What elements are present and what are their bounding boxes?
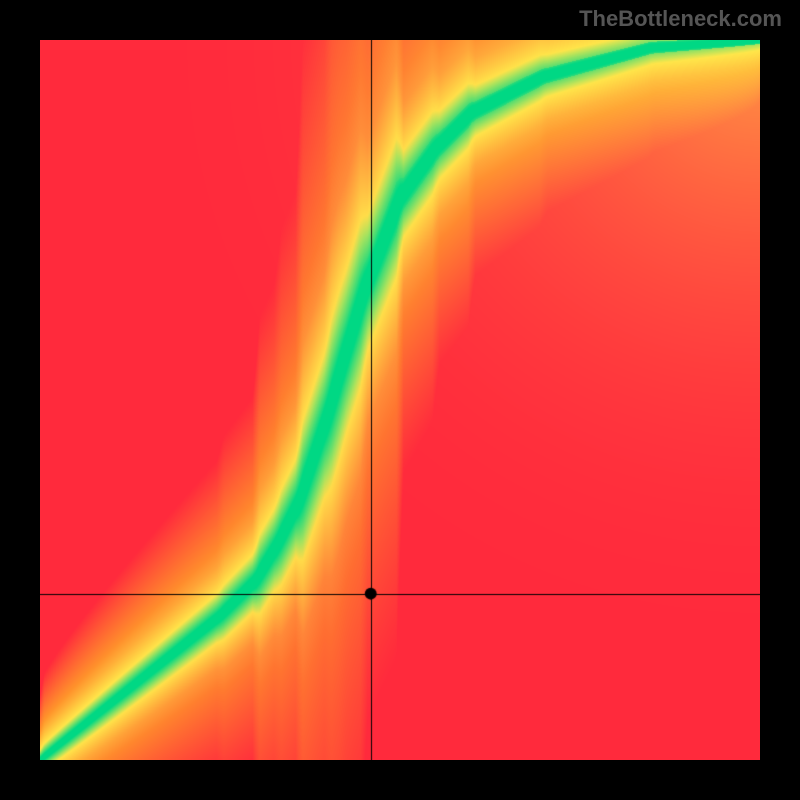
watermark-text: TheBottleneck.com [579, 6, 782, 32]
crosshair-overlay [40, 40, 760, 760]
chart-outer-frame: TheBottleneck.com [0, 0, 800, 800]
